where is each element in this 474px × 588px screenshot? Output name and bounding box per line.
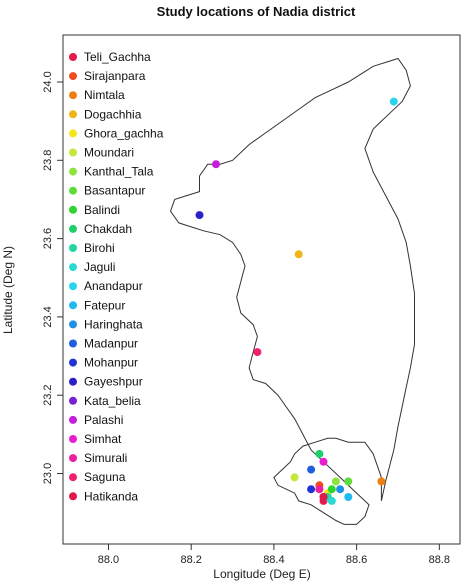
legend-marker [69, 72, 77, 81]
legend-marker [69, 339, 77, 348]
legend-label: Moundari [84, 146, 134, 160]
point-madanpur [307, 465, 316, 474]
point-palashi [212, 160, 220, 169]
legend-marker [69, 205, 77, 214]
chart-title: Study locations of Nadia district [157, 4, 356, 19]
legend-marker [69, 473, 77, 482]
data-points [195, 97, 398, 505]
point-haringhata [336, 485, 345, 494]
point-mohanpur [307, 485, 316, 494]
legend-marker [69, 148, 77, 157]
legend-marker [69, 224, 77, 233]
legend-label: Gayeshpur [84, 375, 143, 389]
legend-marker [69, 91, 77, 100]
point-basantapur [344, 477, 353, 486]
point-hatikanda [319, 493, 328, 501]
point-simhat [319, 457, 328, 466]
y-axis: 23.0 23.2 23.4 23.6 23.8 24.0 [42, 71, 63, 484]
x-axis-label: Longitude (Deg E) [213, 567, 310, 581]
x-tick-label: 88.6 [346, 554, 367, 566]
legend-marker [69, 320, 77, 329]
legend: Teli_Gachha Sirajanpara Nimtala Dogachhia Gh… [69, 50, 164, 503]
point-saguna [253, 348, 262, 357]
x-tick-label: 88.2 [180, 554, 201, 566]
legend-marker [69, 110, 77, 119]
legend-label: Basantapur [84, 184, 145, 198]
x-tick-label: 88.4 [263, 554, 284, 566]
legend-marker [69, 301, 77, 310]
legend-marker [69, 358, 77, 367]
point-jaguli [327, 496, 336, 505]
legend-marker [69, 492, 77, 501]
legend-label: Chakdah [84, 222, 132, 236]
legend-marker [69, 167, 77, 176]
y-tick-label: 23.6 [42, 228, 54, 249]
legend-marker [69, 263, 77, 272]
legend-label: Mohanpur [84, 356, 138, 370]
legend-label: Ghora_gachha [84, 126, 164, 140]
legend-label: Jaguli [84, 260, 115, 274]
legend-marker [69, 129, 77, 138]
y-tick-label: 24.0 [42, 71, 54, 92]
legend-label: Dogachhia [84, 107, 142, 121]
point-gayeshpur [195, 211, 204, 220]
legend-marker [69, 435, 77, 443]
legend-label: Hatikanda [84, 489, 138, 503]
legend-marker [69, 454, 77, 463]
point-dogachhia [294, 250, 303, 259]
legend-marker [69, 377, 77, 386]
y-axis-label: Latitude (Deg N) [1, 246, 15, 334]
legend-label: Fatepur [84, 298, 125, 312]
legend-label: Kata_belia [84, 394, 141, 408]
point-fatepur [344, 493, 353, 501]
legend-label: Simhat [84, 432, 122, 446]
y-tick-label: 23.4 [42, 306, 54, 327]
district-boundary [169, 57, 415, 525]
legend-label: Teli_Gachha [84, 50, 151, 64]
y-tick-label: 23.2 [42, 385, 54, 406]
point-chakdah [315, 449, 324, 458]
x-axis: 88.0 88.2 88.4 88.6 88.8 [98, 544, 450, 566]
legend-marker [69, 282, 77, 291]
legend-label: Madanpur [84, 337, 138, 351]
legend-label: Sirajanpara [84, 69, 146, 83]
legend-label: Saguna [84, 470, 126, 484]
point-nimtala [377, 477, 386, 486]
legend-marker [69, 244, 77, 252]
y-tick-label: 23.8 [42, 150, 54, 171]
legend-label: Birohi [84, 241, 115, 255]
plot-frame [62, 34, 461, 545]
legend-label: Kanthal_Tala [84, 165, 154, 179]
legend-marker [69, 53, 77, 61]
x-tick-label: 88.8 [429, 554, 450, 566]
legend-label: Haringhata [84, 317, 143, 331]
point-balindi [327, 485, 336, 494]
legend-marker [69, 415, 77, 424]
legend-label: Simurali [84, 451, 127, 465]
point-moundari [290, 473, 299, 482]
x-tick-label: 88.0 [98, 554, 119, 566]
point-anandapur [389, 97, 398, 106]
legend-label: Nimtala [84, 88, 125, 102]
legend-marker [69, 186, 77, 195]
legend-label: Anandapur [84, 279, 143, 293]
y-tick-label: 23.0 [42, 463, 54, 484]
point-kanthal-tala [331, 477, 340, 486]
legend-label: Balindi [84, 203, 120, 217]
point-simurali [315, 485, 324, 494]
legend-label: Palashi [84, 413, 123, 427]
legend-marker [69, 396, 77, 405]
